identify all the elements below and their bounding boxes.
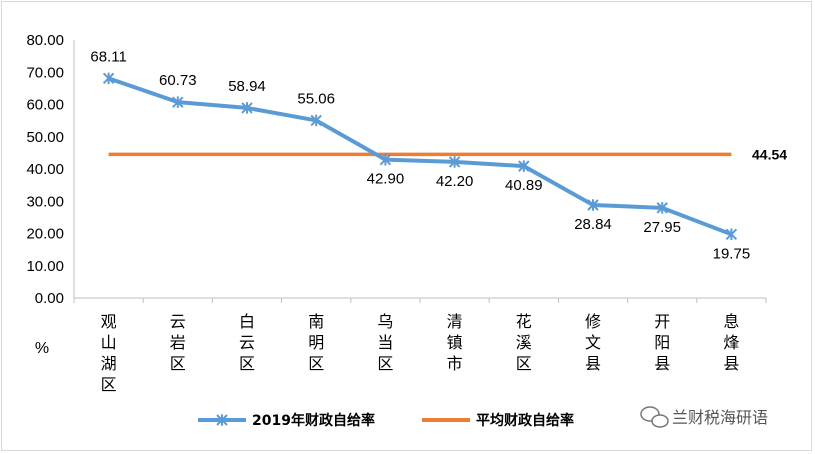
data-point xyxy=(518,160,530,172)
category-label: 云岩区 xyxy=(170,312,186,373)
data-label: 40.89 xyxy=(505,177,543,194)
y-tick-label: 20.00 xyxy=(26,226,64,243)
data-point xyxy=(379,153,392,166)
y-tick-label: 30.00 xyxy=(26,193,64,210)
average-value-label: 44.54 xyxy=(752,146,787,162)
data-label: 42.20 xyxy=(436,173,474,190)
y-tick-label: 50.00 xyxy=(26,129,64,146)
data-label: 58.94 xyxy=(228,78,266,95)
legend-label-average: 平均财政自给率 xyxy=(476,412,574,429)
data-point xyxy=(241,102,253,114)
category-label: 花溪区 xyxy=(516,312,532,373)
main-series-line xyxy=(107,76,733,237)
legend-marker-glyph xyxy=(216,414,228,426)
y-tick-label: 0.00 xyxy=(35,290,64,307)
category-label: 开阳县 xyxy=(654,312,670,373)
y-tick-label: 70.00 xyxy=(26,64,64,81)
data-label: 68.11 xyxy=(90,48,126,65)
y-tick-label: 80.00 xyxy=(26,32,64,49)
y-tick-label: 40.00 xyxy=(26,161,64,178)
data-labels: 68.11 60.73 58.94 55.06 42.90 42.20 40.89 28.84… xyxy=(90,48,750,262)
category-label: 白云区 xyxy=(239,312,255,373)
data-label: 42.90 xyxy=(367,171,405,188)
category-label: 乌当区 xyxy=(377,312,393,373)
watermark-text: 兰财税海研语 xyxy=(672,408,768,427)
average-series: 44.54 xyxy=(108,146,787,162)
legend-marker xyxy=(216,414,228,426)
y-tick-label: 10.00 xyxy=(26,258,64,275)
data-point xyxy=(656,202,668,214)
category-label: 息烽县 xyxy=(723,312,739,373)
data-label: 60.73 xyxy=(159,72,197,89)
main-series xyxy=(102,72,738,241)
watermark: 兰财税海研语 xyxy=(640,406,768,428)
data-point xyxy=(587,199,599,211)
data-label: 55.06 xyxy=(297,90,335,107)
y-tick-label: 60.00 xyxy=(26,97,64,114)
data-point xyxy=(172,96,184,108)
data-point xyxy=(448,156,461,168)
data-label: 28.84 xyxy=(574,216,612,233)
data-point xyxy=(725,228,738,241)
y-tick-labels: 0.00 10.00 20.00 30.00 40.00 50.00 60.00 70.00 8… xyxy=(26,32,64,307)
unit-label: % xyxy=(35,340,49,357)
data-point xyxy=(102,72,115,85)
category-label: 观山湖区 xyxy=(101,312,117,394)
category-label: 南明区 xyxy=(308,312,324,373)
data-label: 27.95 xyxy=(643,219,681,236)
data-point xyxy=(310,114,322,127)
category-label: 清镇市 xyxy=(447,312,463,373)
legend: 2019年财政自给率 平均财政自给率 xyxy=(198,412,574,429)
legend-label-main: 2019年财政自给率 xyxy=(252,412,375,429)
category-labels: 观山湖区 云岩区 白云区 南明区 乌当区 清镇市 花溪区 修文县 开阳县 息烽县 xyxy=(101,312,740,394)
wechat-icon xyxy=(640,406,669,428)
category-label: 修文县 xyxy=(585,312,601,373)
x-tick-marks xyxy=(73,298,767,303)
data-label: 19.75 xyxy=(713,245,751,262)
